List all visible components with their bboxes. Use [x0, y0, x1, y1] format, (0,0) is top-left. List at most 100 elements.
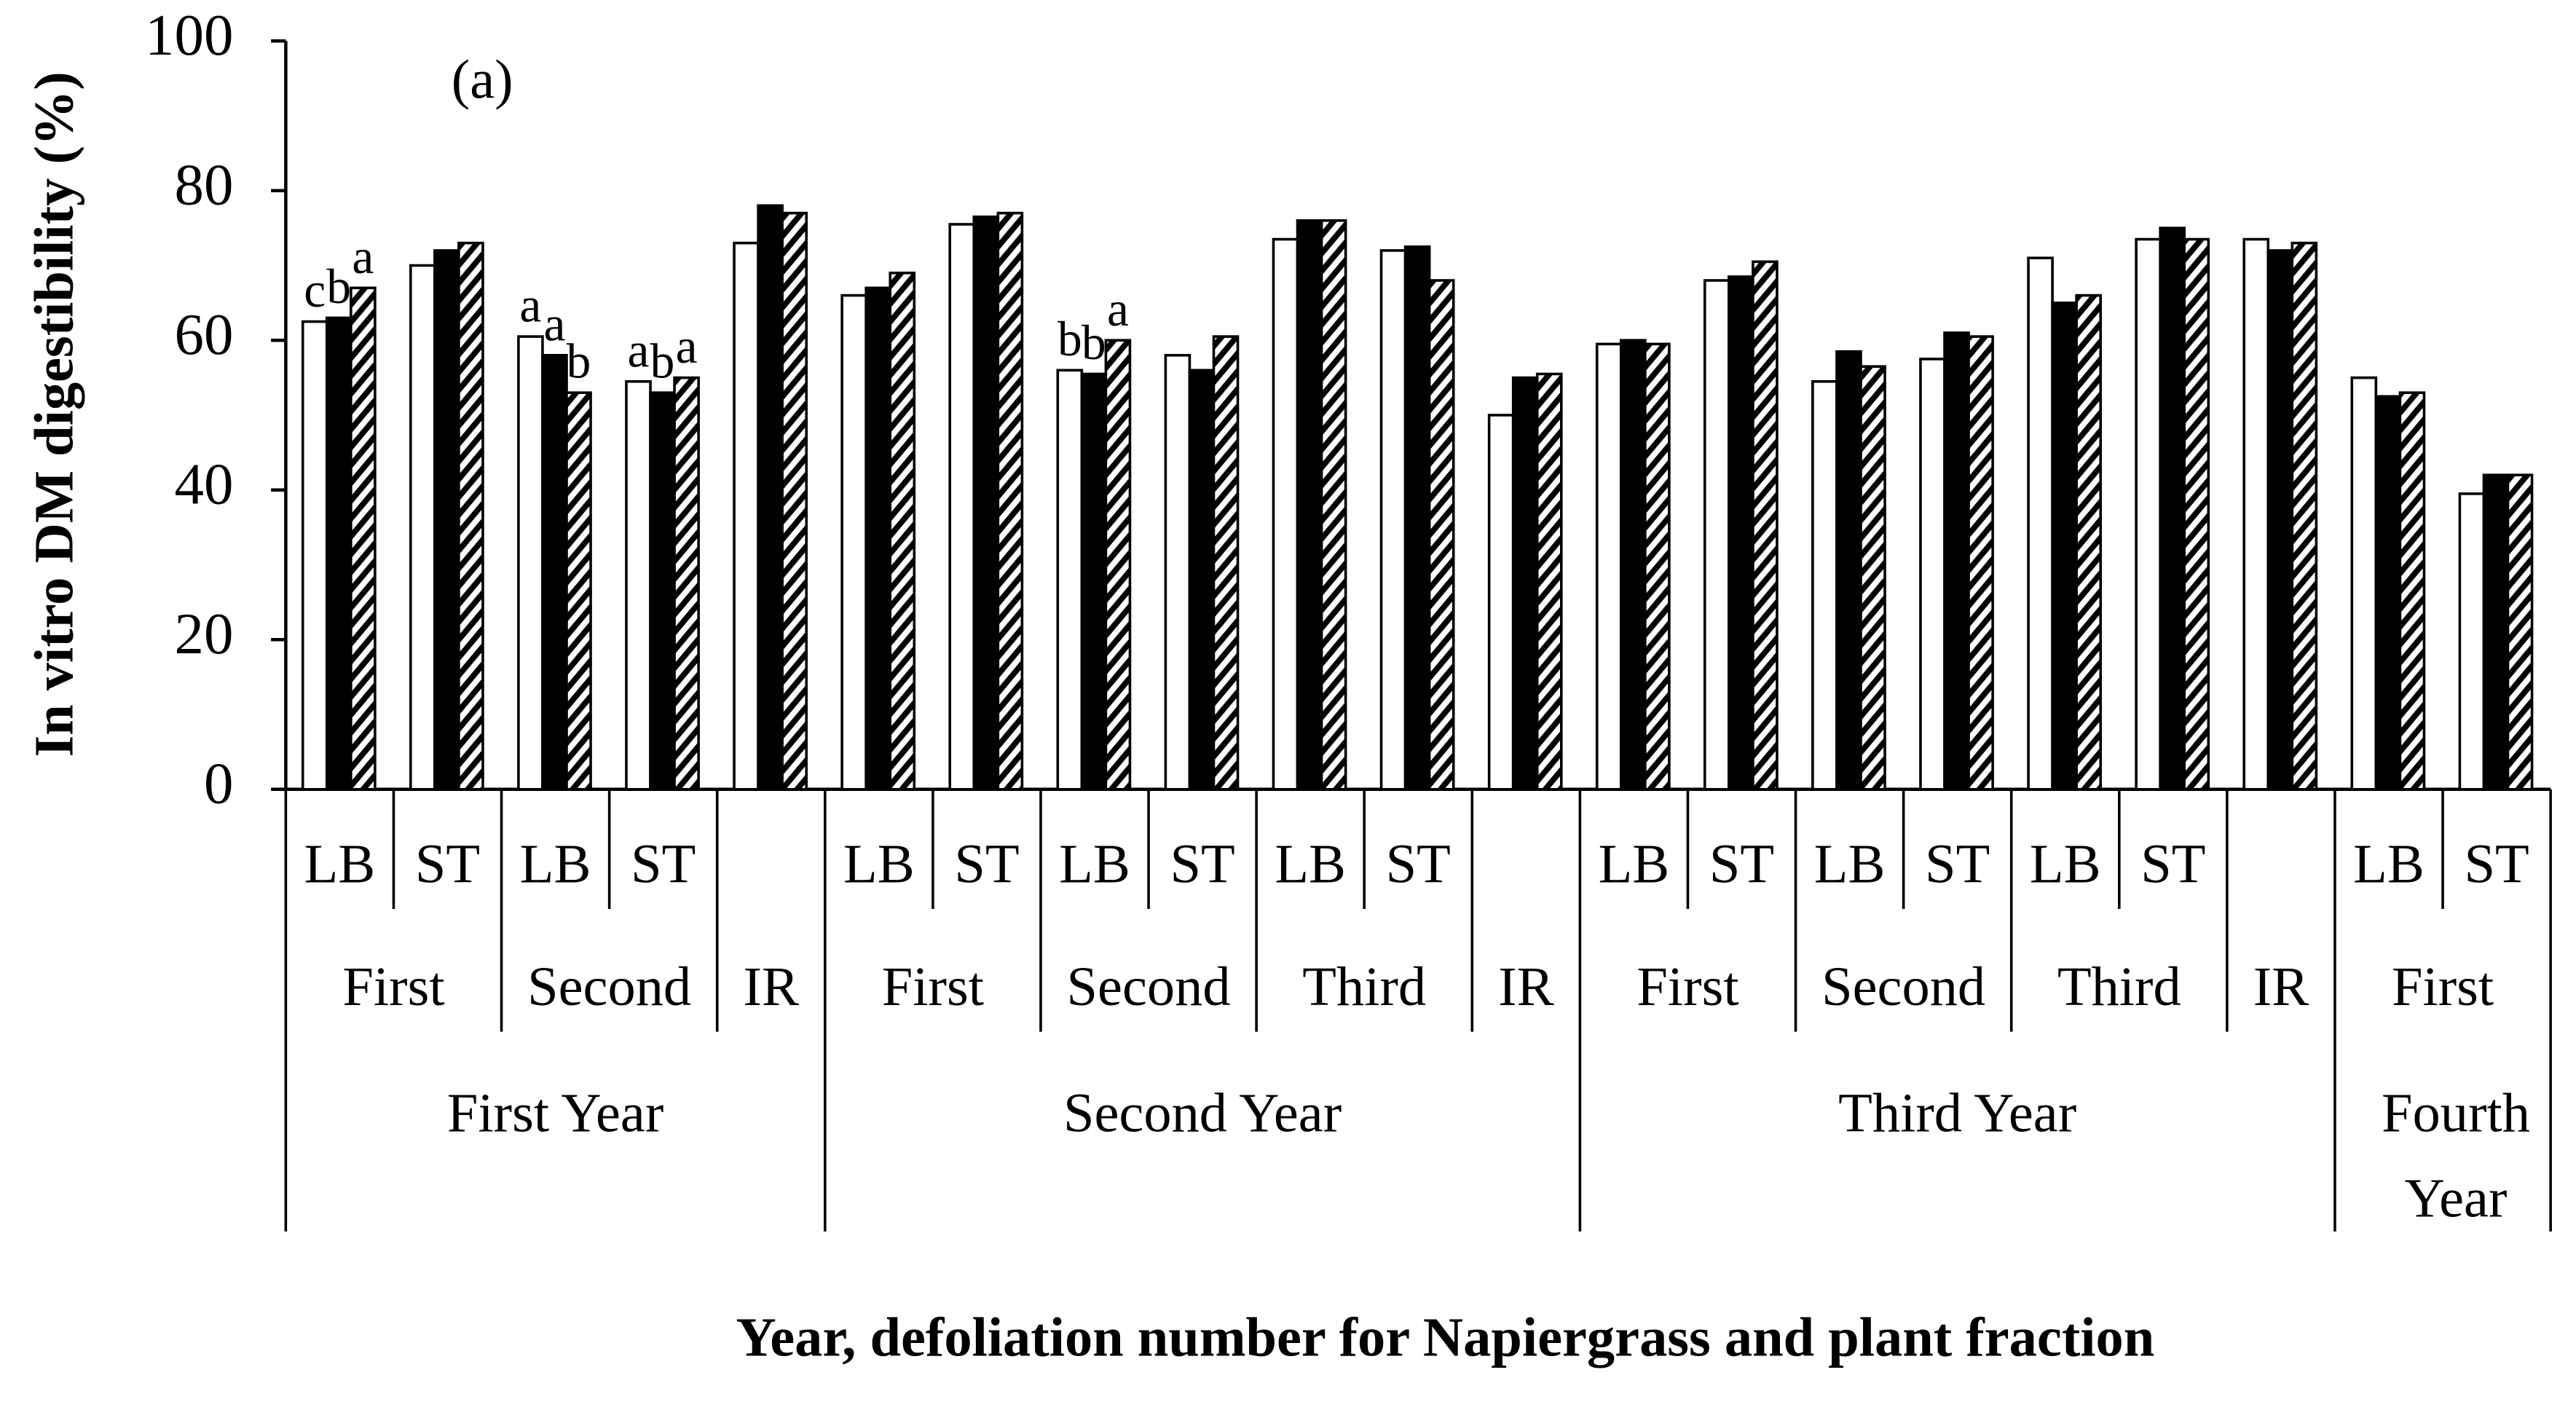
bar: [2398, 391, 2426, 791]
bar: [649, 391, 676, 791]
bar: [1056, 369, 1084, 791]
significance-letter: b: [1057, 312, 1082, 366]
bar: [2506, 473, 2534, 791]
bar: [1919, 358, 1946, 791]
x-tick-label: ST: [1386, 833, 1451, 895]
bar: [1104, 339, 1132, 791]
year-label-box: Fourth Year: [2382, 1084, 2530, 1230]
year-label-box: Second Year: [1063, 1084, 1342, 1145]
bar: [2159, 227, 2186, 791]
y-tick-label: 60: [174, 302, 233, 367]
bar: [2075, 294, 2103, 791]
significance-letter: b: [567, 334, 591, 389]
bar: [1943, 331, 1970, 791]
defoliation-label: IR: [744, 956, 799, 1017]
x-tick-label: ST: [2464, 833, 2529, 895]
bar: [1728, 275, 1754, 791]
year-label: Third Year: [1838, 1084, 2077, 1145]
defoliation-label: IR: [1498, 956, 1553, 1017]
bar: [972, 215, 1000, 791]
year-label-box: Third Year: [1838, 1084, 2077, 1145]
significance-letter: a: [519, 278, 541, 333]
x-tick-label: LB: [2353, 833, 2425, 895]
year-label: First Year: [446, 1084, 664, 1145]
bar: [1379, 249, 1407, 791]
bar: [2482, 473, 2510, 791]
bar: [889, 271, 916, 791]
significance-letter: b: [326, 259, 351, 314]
x-tick-label: LB: [304, 833, 376, 895]
x-tick-label: ST: [631, 833, 696, 895]
bar: [1188, 369, 1216, 791]
bar: [1164, 354, 1192, 791]
bar: [996, 211, 1024, 791]
significance-letter: a: [1107, 282, 1129, 336]
bar: [1644, 342, 1671, 791]
bar: [409, 264, 436, 791]
bar: [2291, 241, 2318, 791]
defoliation-label: Third: [1302, 956, 1426, 1017]
y-tick-label: 0: [204, 750, 233, 816]
bar: [433, 249, 460, 791]
y-axis-title: In vitro DM digestibility (%): [23, 71, 85, 757]
x-tick-label: LB: [1275, 833, 1346, 895]
x-tick-label: LB: [2030, 833, 2101, 895]
bar: [1320, 219, 1347, 791]
significance-letter: a: [352, 229, 374, 284]
year-label-box: First Year: [446, 1084, 664, 1145]
defoliation-label: First: [2392, 956, 2494, 1017]
bar: [301, 320, 328, 791]
bar: [1859, 365, 1886, 791]
significance-letter: b: [1082, 315, 1106, 370]
defoliation-label: Second: [527, 956, 691, 1017]
bar: [864, 286, 892, 791]
x-tick-label: LB: [1599, 833, 1670, 895]
x-axis-title: Year, defoliation number for Napiergrass…: [736, 1306, 2154, 1368]
y-tick-label: 40: [174, 451, 233, 516]
bar: [733, 241, 760, 791]
bar: [1296, 219, 1323, 791]
bar: [948, 223, 976, 791]
defoliation-label: First: [882, 956, 984, 1017]
x-tick-label: ST: [2140, 833, 2205, 895]
x-tick-label: ST: [1709, 833, 1774, 895]
bar: [1619, 339, 1647, 791]
bar: [1272, 237, 1299, 791]
significance-letter: a: [544, 296, 566, 351]
bar: [457, 241, 484, 791]
bar: [1403, 245, 1431, 791]
bar: [625, 379, 652, 791]
x-tick-label: LB: [520, 833, 591, 895]
bar: [565, 391, 592, 791]
bar: [2242, 237, 2270, 791]
defoliation-label: Second: [1821, 956, 1985, 1017]
x-tick-label: LB: [1059, 833, 1130, 895]
bar: [350, 286, 377, 791]
annotation: (a): [452, 48, 513, 110]
bar: [1703, 279, 1730, 791]
bar: [2266, 249, 2294, 791]
defoliation-label: First: [1636, 956, 1738, 1017]
bar: [2183, 237, 2210, 791]
bar: [2458, 492, 2486, 791]
bar: [2027, 256, 2054, 791]
bar: [1595, 342, 1623, 791]
x-tick-label: ST: [1170, 833, 1234, 895]
bar: [1487, 414, 1515, 791]
bar: [541, 354, 568, 791]
year-label: Second Year: [1063, 1084, 1342, 1145]
bar: [517, 335, 544, 791]
bar: [2135, 237, 2162, 791]
significance-letter: a: [676, 319, 698, 374]
defoliation-label: Third: [2057, 956, 2181, 1017]
defoliation-label: IR: [2253, 956, 2309, 1017]
bar: [2374, 395, 2402, 791]
bar: [673, 376, 700, 791]
x-tick-label: ST: [415, 833, 480, 895]
bar: [1835, 350, 1862, 791]
year-label: Fourth Year: [2382, 1084, 2530, 1230]
y-tick-label: 80: [174, 151, 233, 217]
bar: [757, 204, 784, 791]
